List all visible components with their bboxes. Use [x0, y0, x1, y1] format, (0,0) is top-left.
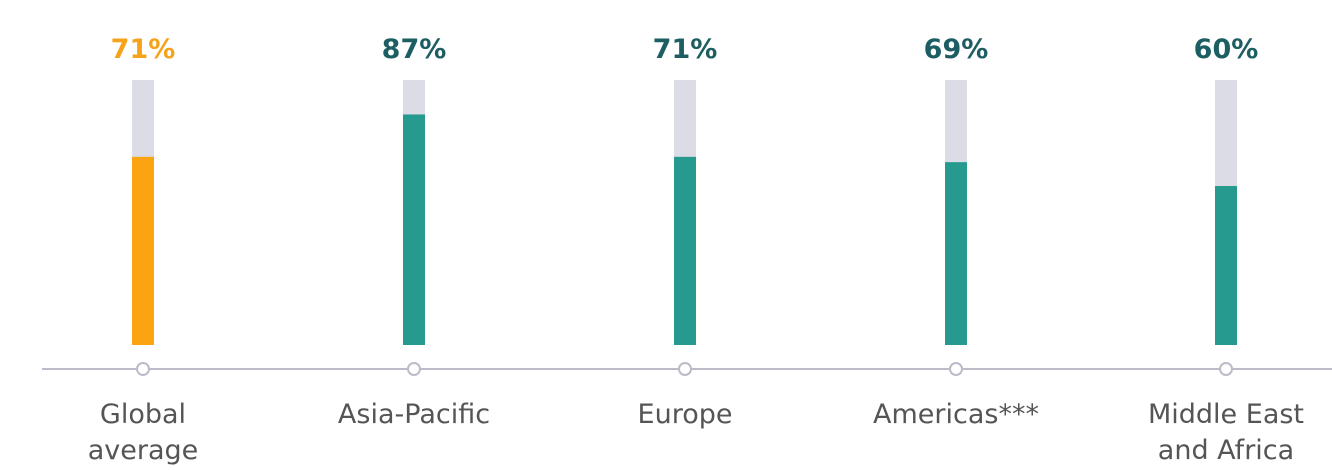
x-tick-label-line: Americas***: [873, 399, 1039, 430]
value-label: 69%: [924, 34, 989, 65]
x-tick-label-line: average: [88, 435, 199, 466]
axis-marker: [678, 362, 692, 376]
value-label: 87%: [382, 34, 447, 65]
x-tick-label: Global average: [88, 399, 199, 466]
bar: [674, 156, 696, 345]
value-label: 71%: [111, 34, 176, 65]
x-tick-label: Middle East and Africa: [1148, 399, 1304, 466]
axis-marker: [407, 362, 421, 376]
bar: [1215, 186, 1237, 345]
axis-marker: [136, 362, 150, 376]
bar: [132, 156, 154, 345]
x-tick-label-line: Europe: [638, 399, 733, 430]
bar: [403, 114, 425, 345]
x-tick-label-line: and Africa: [1158, 435, 1294, 466]
x-tick-label: Europe: [638, 399, 733, 430]
x-tick-label-line: Asia-Pacific: [338, 399, 490, 430]
x-tick-label-line: Global: [100, 399, 186, 430]
bar: [945, 162, 967, 345]
x-tick-label: Americas***: [873, 399, 1039, 430]
axis-marker: [1219, 362, 1233, 376]
x-tick-label-line: Middle East: [1148, 399, 1304, 430]
value-label: 71%: [653, 34, 718, 65]
axis-marker: [949, 362, 963, 376]
x-tick-label: Asia-Pacific: [338, 399, 490, 430]
value-label: 60%: [1194, 34, 1259, 65]
